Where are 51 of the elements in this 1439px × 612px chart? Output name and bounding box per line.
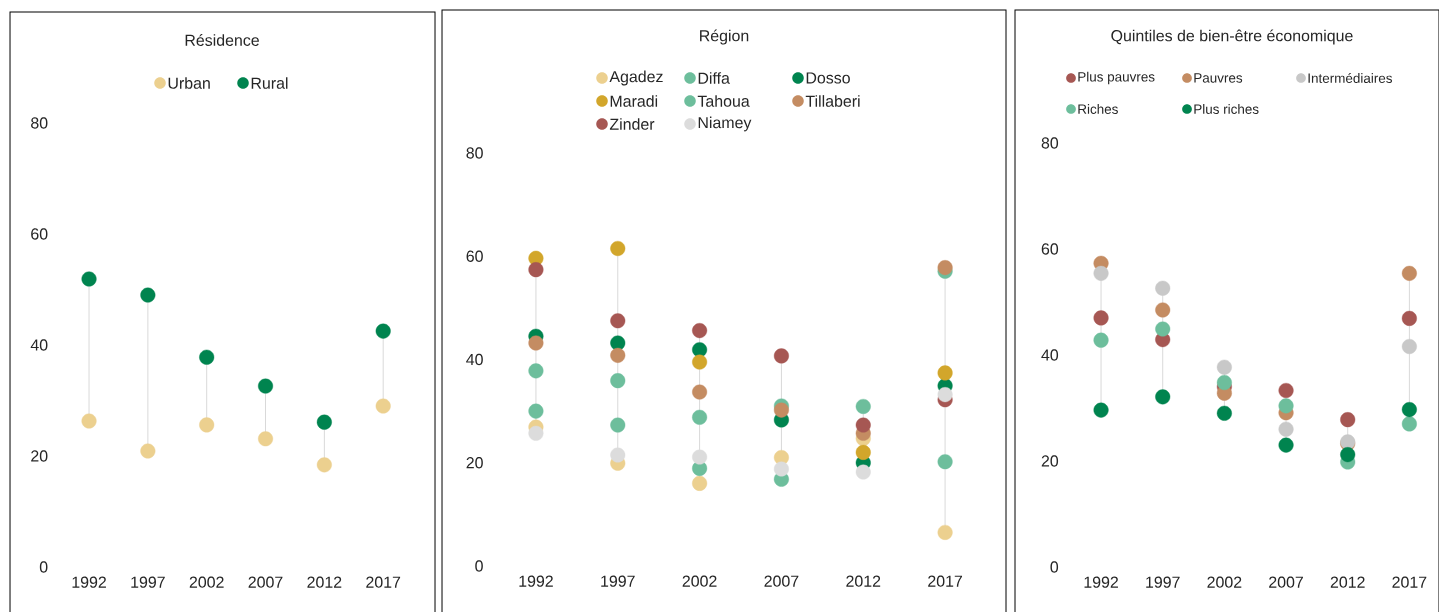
y-tick-label: 20 [1041, 455, 1059, 467]
legend-label: Niamey [698, 116, 752, 132]
legend-label: Rural [251, 77, 288, 89]
legend-label: Zinder [609, 118, 655, 130]
y-tick-label: 0 [1050, 561, 1059, 573]
y-tick-label: 80 [466, 147, 483, 159]
legend-label: Pauvres [1194, 73, 1243, 83]
y-tick-label: 80 [31, 117, 48, 129]
legend-label: Diffa [698, 72, 730, 84]
x-tick-label: 1992 [1084, 576, 1118, 588]
x-tick-label: 2017 [366, 576, 401, 588]
x-tick-label: 2012 [307, 576, 342, 588]
y-tick-label: 20 [466, 457, 483, 469]
y-tick-label: 40 [1041, 349, 1059, 361]
legend-label: Plus riches [1194, 104, 1259, 114]
legend-label: Dosso [806, 72, 850, 84]
y-tick-label: 40 [30, 339, 48, 351]
x-tick-label: 2012 [846, 575, 881, 587]
chart-title: Région [700, 29, 749, 45]
chart-title: Quintiles de bien-être économique [1111, 29, 1353, 45]
y-tick-label: 60 [31, 228, 48, 240]
y-tick-label: 80 [1041, 137, 1059, 149]
x-tick-label: 1992 [519, 575, 553, 587]
x-tick-label: 2017 [928, 575, 963, 587]
y-tick-label: 20 [31, 450, 48, 462]
x-tick-label: 2007 [1269, 576, 1303, 588]
legend-label: Tillaberi [805, 95, 860, 107]
legend-label: Tahoua [697, 95, 750, 107]
x-tick-label: 1997 [1146, 576, 1180, 588]
y-tick-label: 0 [39, 561, 48, 573]
x-tick-label: 2002 [189, 576, 224, 588]
legend-label: Riches [1078, 104, 1118, 114]
y-tick-label: 60 [466, 250, 483, 262]
x-tick-label: 2007 [248, 576, 283, 588]
chart-title: Résidence [185, 34, 259, 46]
x-tick-label: 1997 [131, 576, 165, 588]
x-tick-label: 2002 [682, 575, 717, 587]
legend-label: Intermédiaires [1308, 72, 1392, 83]
x-tick-label: 1997 [601, 575, 635, 587]
x-tick-label: 1992 [72, 576, 106, 588]
x-tick-label: 2002 [1207, 576, 1242, 588]
legend-label: Urban [168, 77, 210, 89]
y-tick-label: 60 [1041, 243, 1059, 255]
legend-label: Maradi [610, 95, 658, 107]
x-tick-label: 2007 [764, 575, 799, 587]
y-tick-label: 40 [466, 353, 483, 366]
legend-label: Plus pauvres [1078, 71, 1155, 85]
legend-label: Agadez [609, 70, 663, 86]
x-tick-label: 2017 [1392, 576, 1427, 588]
x-tick-label: 2012 [1330, 576, 1365, 588]
y-tick-label: 0 [475, 560, 483, 572]
